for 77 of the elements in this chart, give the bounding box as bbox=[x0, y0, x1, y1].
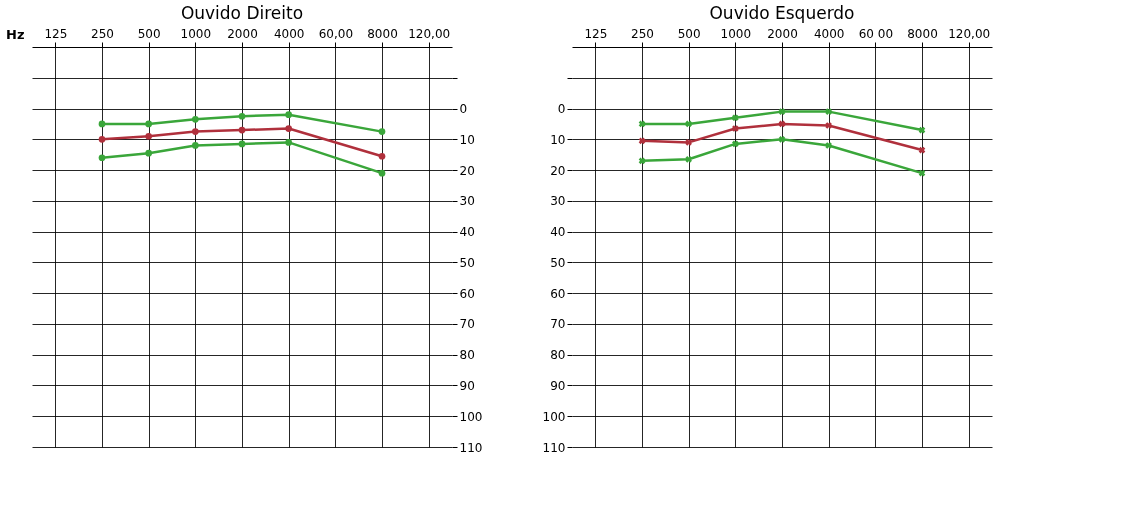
y-tick-label: 90 bbox=[459, 378, 475, 393]
y-tick-label: 80 bbox=[550, 348, 566, 363]
point bbox=[191, 142, 199, 149]
point bbox=[285, 139, 293, 146]
y-tick-label: 0 bbox=[459, 102, 468, 117]
x-tick-label: 2000 bbox=[227, 26, 258, 41]
y-tick-label: 20 bbox=[459, 163, 475, 178]
point bbox=[825, 108, 832, 115]
point bbox=[238, 112, 246, 120]
point bbox=[732, 114, 739, 122]
y-tick-label: 10 bbox=[459, 132, 475, 147]
point bbox=[638, 137, 646, 145]
point bbox=[238, 140, 246, 148]
x-tick-label: 1000 bbox=[180, 26, 212, 41]
point bbox=[285, 111, 293, 119]
point bbox=[378, 152, 386, 160]
x-tick-label: 250 bbox=[91, 26, 114, 41]
y-tick-label: 30 bbox=[550, 194, 566, 209]
y-tick-label: 50 bbox=[550, 255, 566, 270]
y-tick-label: 30 bbox=[459, 194, 475, 209]
y-tick-label: 10 bbox=[550, 132, 566, 147]
y-tick-label: 100 bbox=[459, 409, 483, 424]
y-tick-label: 100 bbox=[542, 409, 566, 424]
y-tick-label: 110 bbox=[459, 440, 483, 455]
x-tick-label: 1000 bbox=[720, 26, 752, 41]
point bbox=[825, 122, 832, 129]
point bbox=[778, 135, 786, 143]
x-tick-label: 60,00 bbox=[318, 26, 354, 41]
point bbox=[778, 108, 786, 115]
x-tick-label: 8000 bbox=[907, 26, 938, 41]
y-tick-label: 40 bbox=[550, 225, 566, 240]
y-tick-label: 110 bbox=[542, 440, 566, 455]
x-tick-label: 2000 bbox=[767, 26, 798, 41]
x-tick-label: 500 bbox=[677, 26, 701, 41]
y-tick-label: 70 bbox=[459, 317, 475, 332]
point bbox=[145, 132, 153, 140]
point bbox=[378, 169, 386, 177]
point bbox=[191, 128, 199, 135]
point bbox=[825, 142, 832, 149]
y-tick-label: 0 bbox=[557, 102, 566, 117]
y-tick-label: 50 bbox=[459, 255, 475, 270]
point bbox=[732, 125, 739, 132]
x-tick-label: 120,00 bbox=[948, 26, 991, 41]
y-tick-label: 20 bbox=[550, 163, 566, 178]
y-tick-label: 90 bbox=[550, 378, 566, 393]
x-tick-label: 250 bbox=[631, 26, 654, 41]
point bbox=[685, 155, 692, 163]
point bbox=[98, 154, 106, 162]
x-axis-title: Hz bbox=[6, 26, 25, 42]
y-tick-label: 80 bbox=[459, 348, 475, 363]
point bbox=[145, 120, 153, 128]
y-tick-label: 40 bbox=[459, 225, 475, 240]
chart-title: Ouvido Direito bbox=[180, 3, 304, 23]
x-tick-label: 500 bbox=[137, 26, 161, 41]
y-tick-label: 60 bbox=[459, 286, 475, 301]
x-tick-label: 4000 bbox=[273, 26, 305, 41]
point bbox=[918, 169, 926, 177]
x-tick-label: 8000 bbox=[367, 26, 398, 41]
point bbox=[685, 120, 692, 128]
x-tick-label: 125 bbox=[584, 26, 608, 41]
point bbox=[238, 126, 246, 134]
y-tick-label: 60 bbox=[550, 286, 566, 301]
point bbox=[685, 139, 692, 146]
point bbox=[145, 149, 153, 157]
point bbox=[98, 120, 106, 128]
point bbox=[285, 125, 293, 132]
point bbox=[191, 115, 199, 123]
x-tick-label: 125 bbox=[44, 26, 68, 41]
point bbox=[98, 135, 106, 143]
y-tick-label: 70 bbox=[550, 317, 566, 332]
point bbox=[638, 157, 646, 165]
point bbox=[732, 140, 739, 148]
x-tick-label: 4000 bbox=[813, 26, 845, 41]
x-tick-label: 60 00 bbox=[858, 26, 894, 41]
x-tick-label: 120,00 bbox=[408, 26, 451, 41]
chart-title: Ouvido Esquerdo bbox=[709, 3, 855, 23]
point bbox=[378, 128, 386, 135]
